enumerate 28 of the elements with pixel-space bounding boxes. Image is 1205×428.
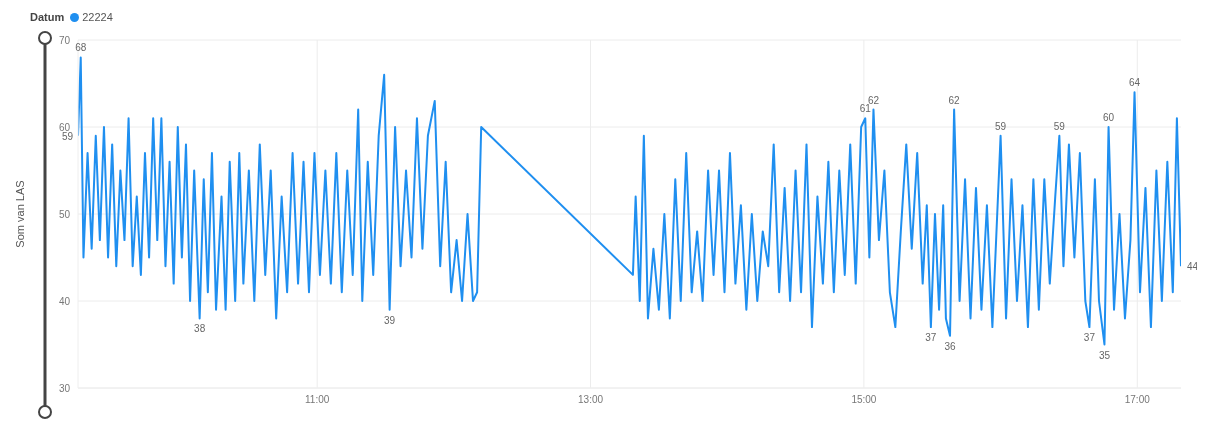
data-label: 62: [867, 94, 880, 106]
x-tick-label: 15:00: [851, 394, 877, 406]
y-axis-title: Som van LAS: [13, 180, 26, 248]
data-label: 36: [944, 340, 957, 352]
legend-label: 22224: [82, 11, 113, 23]
data-label: 59: [995, 120, 1007, 132]
data-label: 62: [948, 94, 961, 106]
y-tick-label: 30: [58, 382, 71, 394]
y-tick-label: 50: [58, 208, 71, 220]
data-label: 35: [1098, 349, 1111, 361]
y-tick-label: 60: [58, 121, 71, 133]
data-label: 37: [925, 332, 937, 344]
x-tick-label: 11:00: [305, 394, 330, 406]
data-label: 59: [1053, 120, 1066, 132]
y-tick-label: 70: [58, 34, 71, 46]
legend-title: Datum: [30, 11, 65, 23]
x-tick-label: 17:00: [1124, 394, 1151, 406]
data-label: 60: [1103, 112, 1115, 123]
data-label: 59: [61, 130, 74, 142]
y-tick-label: 40: [58, 295, 71, 307]
data-label: 38: [194, 323, 206, 335]
x-tick-label: 13:00: [578, 394, 604, 406]
data-label: 68: [75, 42, 87, 54]
data-label: 39: [384, 314, 396, 326]
data-label: 61: [859, 103, 872, 115]
data-label: 64: [1128, 77, 1141, 89]
data-label: 44: [1187, 261, 1199, 273]
data-label: 37: [1083, 332, 1096, 344]
